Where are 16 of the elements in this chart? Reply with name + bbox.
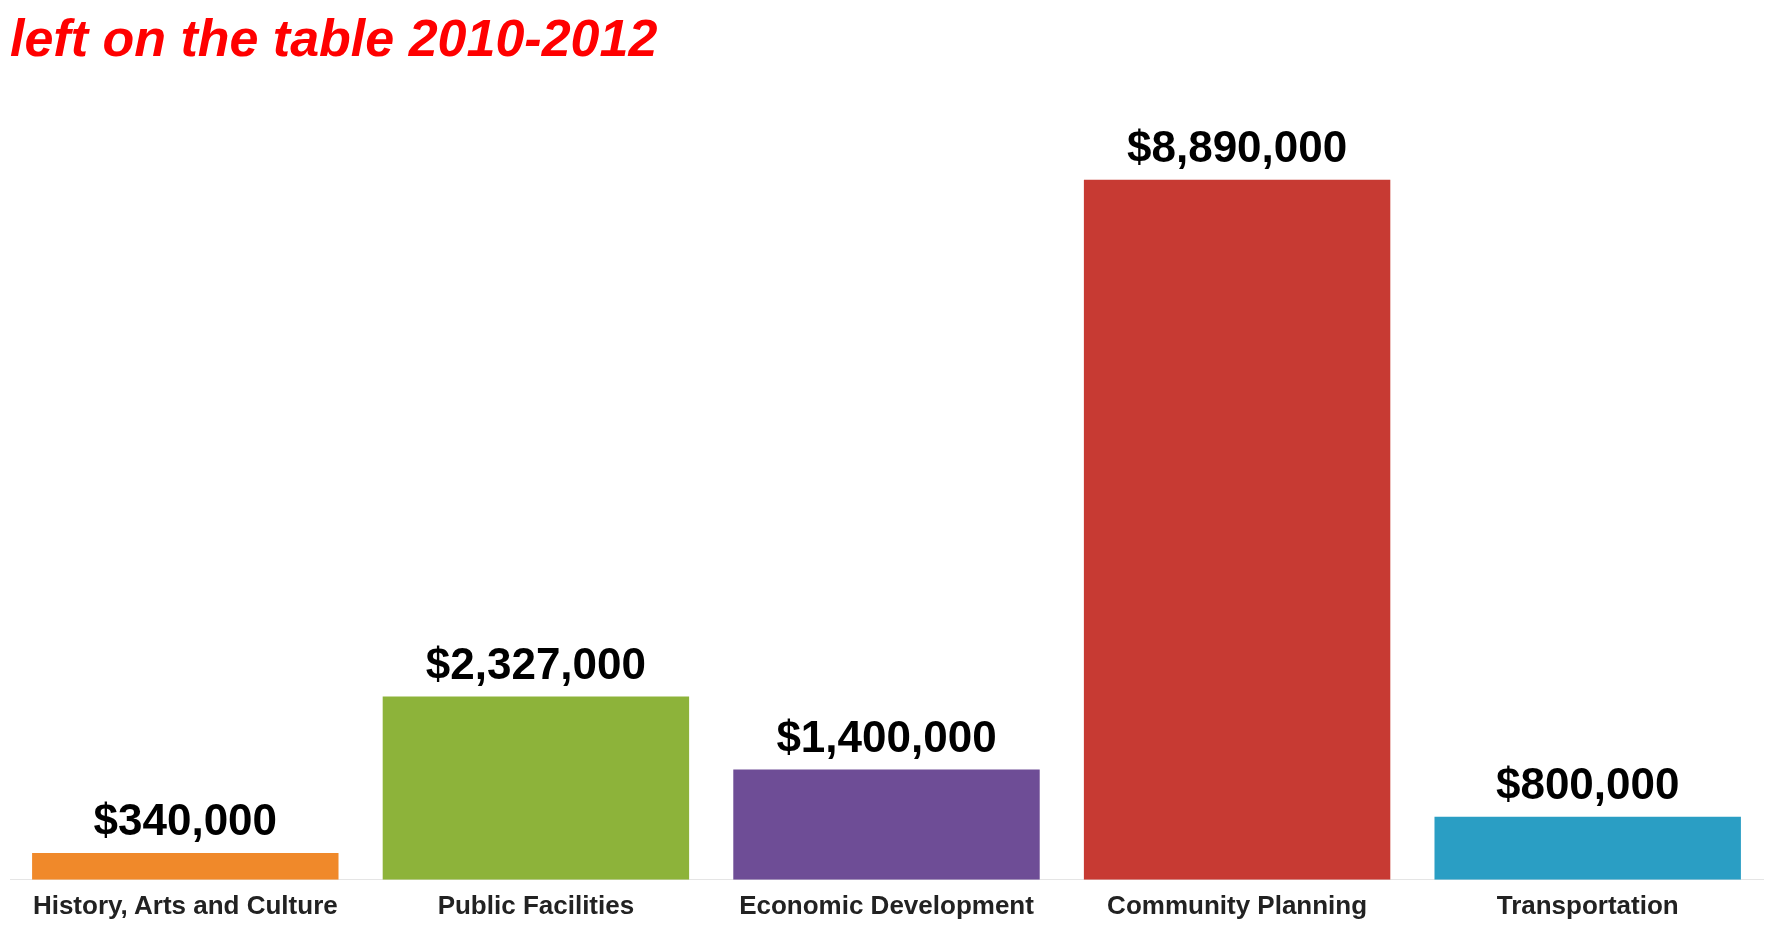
- x-tick-label: Community Planning: [1107, 889, 1368, 920]
- data-label: $8,890,000: [1126, 121, 1348, 171]
- data-label: $800,000: [1495, 758, 1680, 808]
- bar: [32, 853, 339, 880]
- x-tick-label: Transportation: [1496, 889, 1679, 920]
- x-tick-label: Economic Development: [739, 889, 1035, 920]
- x-tick-label: History, Arts and Culture: [32, 889, 338, 920]
- data-label: $1,400,000: [776, 711, 997, 761]
- bar: [382, 696, 690, 880]
- x-tick-label: Public Facilities: [437, 889, 635, 920]
- bar: [1434, 816, 1741, 880]
- data-label: $2,327,000: [425, 638, 647, 688]
- data-label: $340,000: [93, 795, 278, 845]
- chart-title: left on the table 2010-2012: [10, 8, 658, 67]
- bar: [1083, 179, 1391, 880]
- bar: [733, 769, 1040, 880]
